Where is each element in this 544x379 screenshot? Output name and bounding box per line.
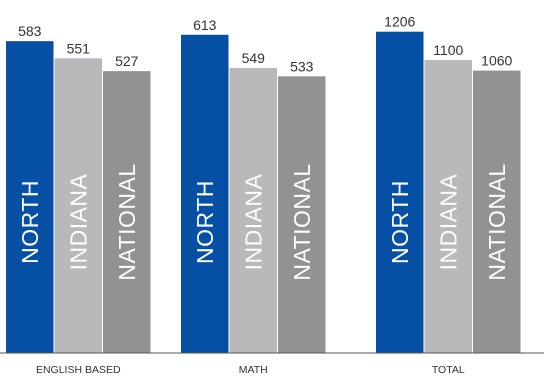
bar-total-national <box>473 70 521 353</box>
bar-english-based-north <box>6 41 54 353</box>
bar-math-north <box>181 34 229 353</box>
value-label-total-indiana: 1100 <box>433 42 463 58</box>
bar-english-based-national <box>103 71 151 353</box>
labels-layer: 583 NORTH 551 INDIANA 527 NATIONAL ENGLISH BAS… <box>17 14 513 376</box>
bars-layer <box>6 31 521 354</box>
series-label-math-north: NORTH <box>192 180 218 264</box>
value-label-english-based-indiana: 551 <box>67 40 91 56</box>
series-label-english-based-north: NORTH <box>17 180 43 264</box>
series-label-english-based-national: NATIONAL <box>114 163 140 280</box>
category-label-math: MATH <box>239 364 268 376</box>
value-label-english-based-national: 527 <box>115 53 139 69</box>
value-label-math-north: 613 <box>193 17 217 33</box>
value-label-total-national: 1060 <box>481 53 512 69</box>
bar-total-north <box>376 31 424 353</box>
series-label-math-national: NATIONAL <box>289 163 315 280</box>
category-label-total: TOTAL <box>432 364 465 376</box>
bar-math-indiana <box>229 68 277 354</box>
series-label-total-indiana: INDIANA <box>435 173 461 270</box>
series-label-english-based-indiana: INDIANA <box>65 173 91 270</box>
value-label-math-indiana: 549 <box>242 50 266 66</box>
series-label-total-national: NATIONAL <box>484 163 510 280</box>
bar-math-national <box>278 76 326 353</box>
bar-english-based-indiana <box>54 58 102 353</box>
value-label-english-based-north: 583 <box>18 23 42 39</box>
bar-total-indiana <box>424 59 472 354</box>
value-label-total-north: 1206 <box>384 14 415 30</box>
category-label-english-based: ENGLISH BASED <box>36 364 121 376</box>
series-label-math-indiana: INDIANA <box>240 173 266 270</box>
series-label-total-north: NORTH <box>387 180 413 264</box>
value-label-math-national: 533 <box>290 58 314 74</box>
